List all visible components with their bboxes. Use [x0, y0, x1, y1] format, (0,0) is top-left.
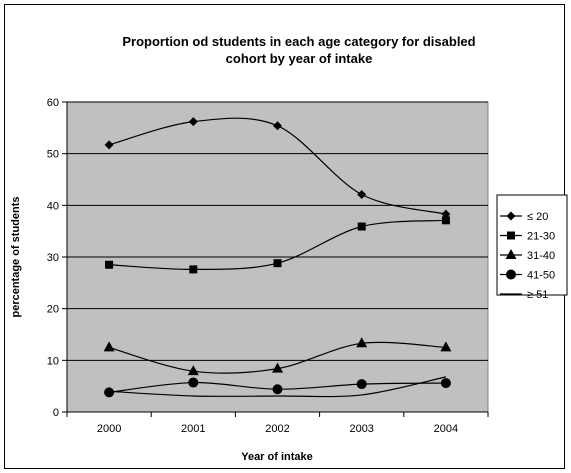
chart-title-line-1: Proportion od students in each age categ…: [122, 34, 475, 49]
legend-label: 41-50: [527, 270, 555, 282]
legend-label: 21-30: [527, 231, 555, 243]
data-point: [356, 337, 368, 348]
series-line: [109, 376, 447, 398]
y-tick-label: 20: [47, 304, 59, 316]
y-tick-label: 40: [47, 200, 59, 212]
data-point: [272, 384, 283, 395]
data-point: [272, 362, 283, 373]
gridlines: [67, 101, 488, 361]
data-point: [187, 365, 199, 376]
series-group: [103, 117, 452, 398]
legend-label: ≤ 20: [527, 211, 548, 223]
data-point: [105, 260, 114, 269]
chart-title-line-2: cohort by year of intake: [226, 51, 373, 66]
data-point: [273, 121, 282, 131]
y-tick-label: 60: [47, 97, 59, 109]
legend-marker: [506, 211, 516, 221]
x-tick-label: 2004: [434, 423, 458, 435]
legend: ≤ 20 21-30 31-40 41-50 ≥ 51: [500, 211, 555, 301]
y-tick-label: 30: [47, 252, 59, 264]
y-tick-label: 50: [47, 149, 59, 161]
data-point: [441, 216, 450, 225]
legend-marker: [506, 269, 516, 280]
data-point: [189, 265, 198, 274]
series-5: [109, 376, 447, 398]
y-tick-label: 10: [47, 355, 59, 367]
data-point: [273, 259, 282, 268]
y-tick-label: 0: [53, 407, 59, 419]
series-4: [104, 377, 451, 398]
data-point: [103, 341, 115, 352]
y-axis-label: percentage of students: [10, 196, 22, 317]
data-point: [356, 379, 367, 390]
data-point: [440, 378, 451, 389]
series-3: [103, 337, 452, 376]
data-point: [188, 377, 199, 388]
data-point: [357, 189, 367, 199]
legend-marker: [505, 249, 517, 259]
x-tick-label: 2002: [265, 423, 289, 435]
x-axis-label: Year of intake: [241, 451, 313, 463]
legend-label: 31-40: [527, 250, 555, 262]
x-tick-label: 2000: [97, 423, 121, 435]
data-point: [104, 140, 114, 150]
series-2: [105, 216, 450, 274]
legend-label: ≥ 51: [527, 289, 548, 301]
x-tick-label: 2003: [349, 423, 373, 435]
axes: 0 10 20 30 40 50 60 2000 2001 2002 2003 2004: [47, 97, 489, 435]
data-point: [440, 341, 452, 352]
x-tick-label: 2001: [181, 423, 205, 435]
data-point: [104, 387, 115, 398]
data-point: [357, 222, 366, 231]
data-point: [188, 117, 198, 127]
legend-marker: [507, 231, 515, 240]
